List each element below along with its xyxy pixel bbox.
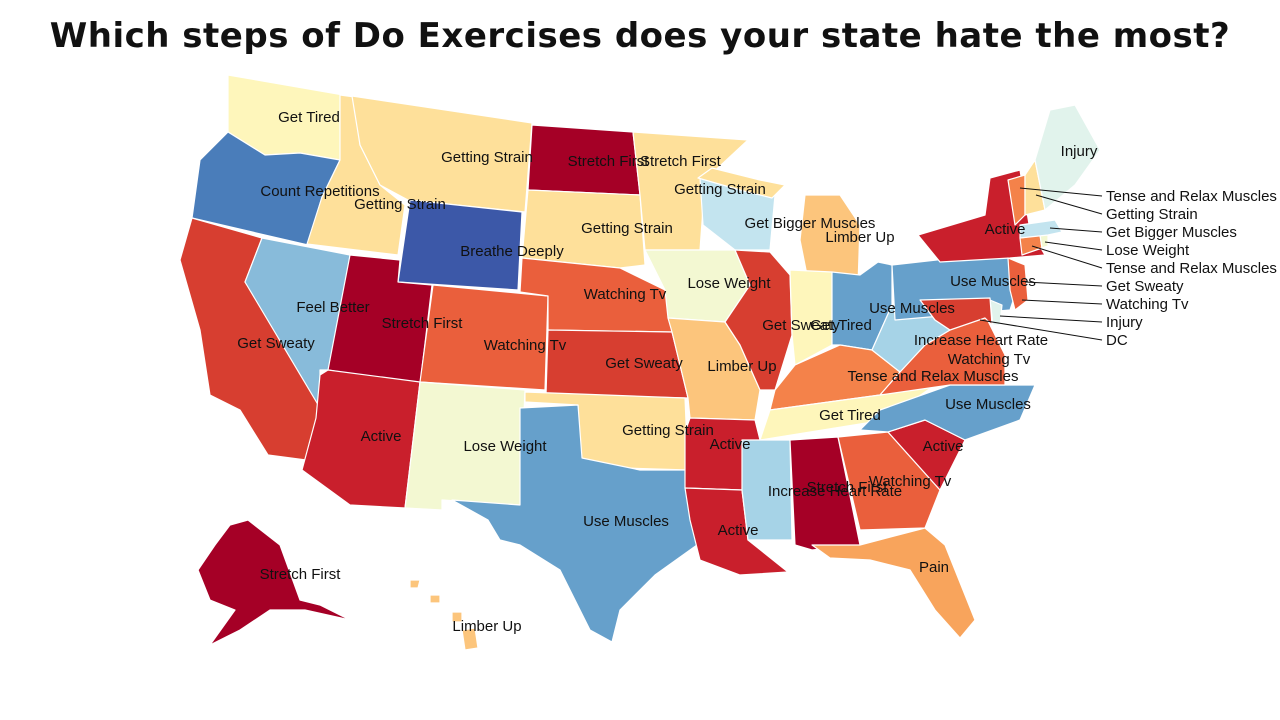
callout-leader-ma xyxy=(1049,227,1103,233)
state-label-wi: Get Bigger Muscles xyxy=(745,215,876,232)
state-label-hi: Limber Up xyxy=(452,618,521,635)
state-label-ar: Active xyxy=(710,436,751,453)
state-label-nv: Feel Better xyxy=(296,299,369,316)
state-tx xyxy=(451,404,698,643)
state-label-ms: Increase Heart Rate xyxy=(768,483,902,500)
state-label-or: Count Repetitions xyxy=(260,183,379,200)
callout-label-ri: Lose Weight xyxy=(1106,242,1190,259)
callout-leader-ri xyxy=(1044,241,1103,251)
state-label-mt: Getting Strain xyxy=(441,149,533,166)
state-me xyxy=(1034,104,1101,211)
state-label-nm: Lose Weight xyxy=(463,438,547,455)
state-ri xyxy=(1039,234,1049,249)
state-label-ia: Lose Weight xyxy=(687,275,771,292)
state-label-up: Getting Strain xyxy=(674,181,766,198)
state-label-ky: Tense and Relax Muscles xyxy=(848,368,1019,385)
callout-label-nh: Getting Strain xyxy=(1106,206,1198,223)
callout-label-vt: Tense and Relax Muscles xyxy=(1106,188,1277,205)
state-label-in: Get Tired xyxy=(810,317,872,334)
callout-leader-nj xyxy=(1021,299,1103,305)
state-wy xyxy=(397,199,523,291)
callout-leaders-layer xyxy=(979,187,1103,341)
state-label-ut: Stretch First xyxy=(382,315,464,332)
callout-leader-nj xyxy=(1024,281,1103,287)
state-label-me: Injury xyxy=(1061,143,1098,160)
states-layer xyxy=(179,74,1101,651)
state-label-wy: Breathe Deeply xyxy=(460,243,564,260)
callout-leader-nh xyxy=(1035,194,1103,215)
state-label-nd: Stretch First xyxy=(568,153,650,170)
state-label-tn: Get Tired xyxy=(819,407,881,424)
state-label-mi: Limber Up xyxy=(825,229,894,246)
state-label-al: Stretch First xyxy=(807,479,889,496)
state-label-ca: Get Sweaty xyxy=(237,335,315,352)
state-label-ny: Active xyxy=(985,221,1026,238)
callout-label-nj: Get Sweaty xyxy=(1106,278,1184,295)
callout-label-ma: Get Bigger Muscles xyxy=(1106,224,1237,241)
callout-label-nj: Watching Tv xyxy=(1106,296,1189,313)
state-label-fl: Pain xyxy=(919,559,949,576)
state-label-il: Get Sweaty xyxy=(762,317,840,334)
state-label-co: Watching Tv xyxy=(484,337,567,354)
callout-leader-vt xyxy=(1019,187,1103,197)
callout-leader-de xyxy=(999,315,1103,323)
state-label-ok: Getting Strain xyxy=(622,422,714,439)
state-label-mo: Limber Up xyxy=(707,358,776,375)
callout-label-de: Injury xyxy=(1106,314,1143,331)
callout-label-md: DC xyxy=(1106,332,1128,349)
state-nj xyxy=(1007,257,1029,311)
state-ga xyxy=(837,431,941,531)
state-label-id: Getting Strain xyxy=(354,196,446,213)
state-de xyxy=(989,299,1003,326)
state-fl xyxy=(811,527,976,639)
state-label-ak: Stretch First xyxy=(260,566,342,583)
map-title: Which steps of Do Exercises does your st… xyxy=(49,16,1231,56)
state-label-pa: Use Muscles xyxy=(950,273,1036,290)
state-label-oh: Use Muscles xyxy=(869,300,955,317)
callout-leader-ct xyxy=(1031,245,1103,269)
state-label-sd: Getting Strain xyxy=(581,220,673,237)
state-label-va: Watching Tv xyxy=(948,351,1031,368)
state-label-ga: Watching Tv xyxy=(869,473,952,490)
state-label-sc: Active xyxy=(923,438,964,455)
state-label-az: Active xyxy=(361,428,402,445)
state-nm xyxy=(404,381,526,511)
state-in xyxy=(789,269,833,366)
state-ms xyxy=(741,439,793,541)
state-ak xyxy=(197,519,351,646)
state-mt xyxy=(351,95,533,213)
state-label-ne: Watching Tv xyxy=(584,286,667,303)
callout-leader-md xyxy=(979,319,1103,341)
state-ma xyxy=(1019,219,1063,239)
state-label-tx: Use Muscles xyxy=(583,513,669,530)
state-label-wa: Get Tired xyxy=(278,109,340,126)
state-sd xyxy=(521,189,646,269)
state-label-wv: Increase Heart Rate xyxy=(914,332,1048,349)
state-co xyxy=(419,284,549,391)
state-label-mn: Stretch First xyxy=(640,153,722,170)
state-label-la: Active xyxy=(718,522,759,539)
state-il xyxy=(724,249,793,391)
state-label-ks: Get Sweaty xyxy=(605,355,683,372)
state-md xyxy=(919,297,993,331)
state-up xyxy=(697,167,786,199)
callout-label-ct: Tense and Relax Muscles xyxy=(1106,260,1277,277)
state-hi xyxy=(409,579,479,651)
state-label-nc: Use Muscles xyxy=(945,396,1031,413)
